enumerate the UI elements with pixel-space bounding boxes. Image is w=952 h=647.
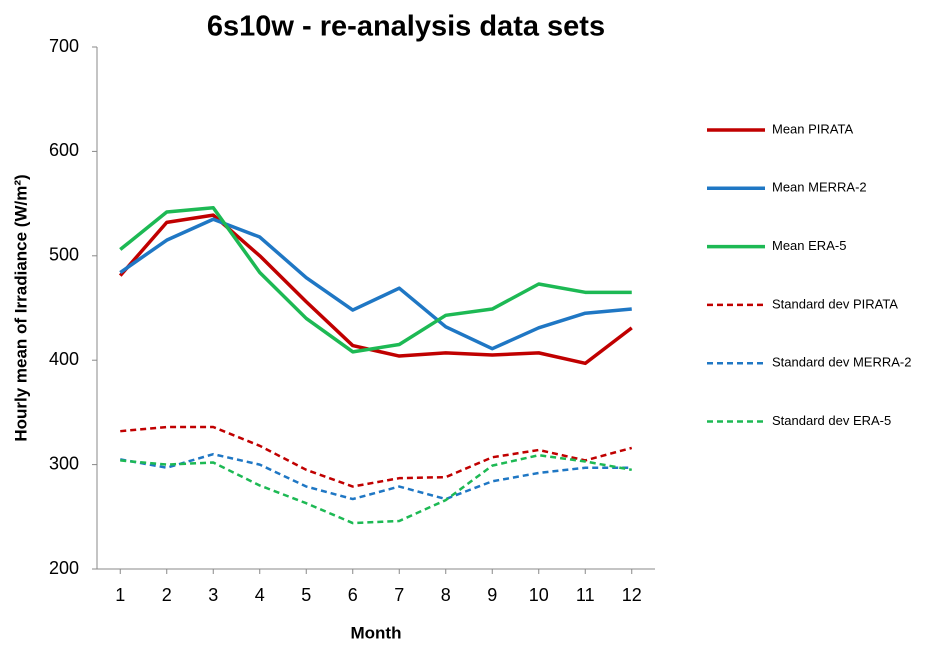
y-axis-label: Hourly mean of Irradiance (W/m²) [11, 174, 30, 441]
legend-label: Standard dev PIRATA [772, 296, 898, 311]
series-line [119, 217, 632, 351]
legend-label: Mean ERA-5 [772, 238, 846, 253]
x-tick-label: 10 [529, 585, 549, 605]
x-tick-label: 9 [487, 585, 497, 605]
x-tick-label: 4 [255, 585, 265, 605]
y-tick-label: 500 [49, 245, 79, 265]
y-tick-label: 600 [49, 140, 79, 160]
chart-title: 6s10w - re-analysis data sets [207, 11, 605, 43]
series-line [120, 425, 633, 488]
x-tick-label: 5 [301, 585, 311, 605]
y-tick-label: 400 [49, 349, 79, 369]
x-tick-label: 11 [576, 585, 595, 605]
x-tick-label: 8 [441, 585, 451, 605]
series-line [119, 206, 632, 354]
series-line [120, 452, 632, 501]
series-line [120, 453, 632, 525]
x-axis-label: Month [351, 623, 402, 642]
legend-label: Standard dev ERA-5 [772, 413, 891, 428]
x-tick-label: 7 [394, 585, 404, 605]
legend-label: Mean MERRA-2 [772, 180, 867, 195]
x-tick-label: 6 [348, 585, 358, 605]
y-tick-label: 700 [49, 36, 79, 56]
legend-label: Mean PIRATA [772, 121, 853, 136]
x-tick-label: 12 [622, 585, 642, 605]
y-tick-label: 200 [49, 558, 79, 578]
legend-label: Standard dev MERRA-2 [772, 355, 911, 370]
x-tick-label: 2 [162, 585, 172, 605]
x-tick-label: 3 [208, 585, 218, 605]
x-tick-label: 1 [115, 585, 125, 605]
y-tick-label: 300 [49, 453, 79, 473]
series-line [118, 213, 633, 366]
